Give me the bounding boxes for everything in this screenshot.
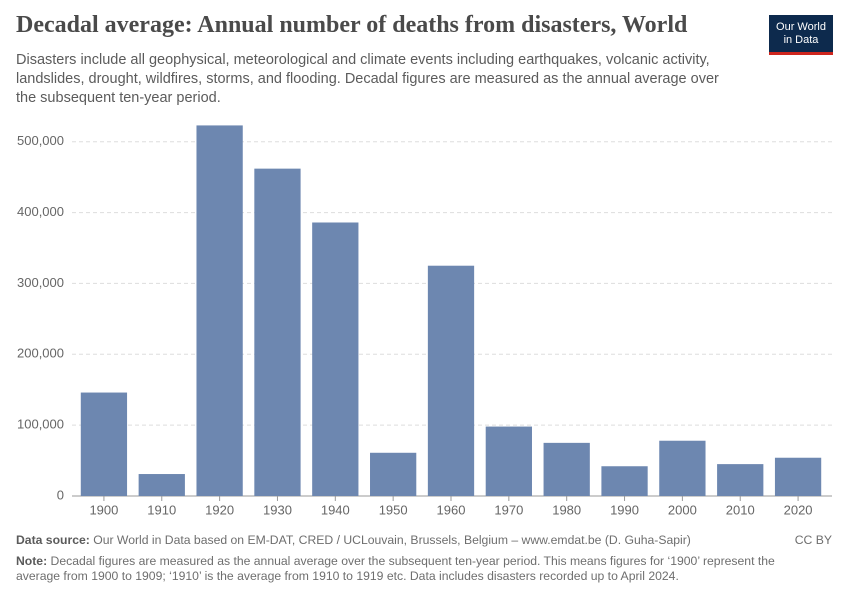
note-text: Decadal figures are measured as the annu… bbox=[16, 554, 775, 583]
bar bbox=[601, 466, 648, 496]
bar bbox=[312, 222, 359, 496]
x-tick-label: 1990 bbox=[610, 502, 639, 517]
license[interactable]: CC BY bbox=[794, 533, 832, 547]
x-tick-label: 1960 bbox=[437, 502, 466, 517]
bar bbox=[427, 265, 475, 496]
bar bbox=[138, 474, 185, 496]
logo-text: Our World bbox=[776, 20, 826, 33]
y-tick-label: 300,000 bbox=[17, 275, 64, 290]
y-tick-label: 500,000 bbox=[17, 133, 64, 148]
bar bbox=[80, 392, 128, 496]
note-label: Note: bbox=[16, 554, 48, 568]
y-tick-label: 0 bbox=[57, 487, 64, 502]
source-text[interactable]: Our World in Data based on EM-DAT, CRED … bbox=[93, 533, 691, 547]
x-tick-label: 2000 bbox=[668, 502, 697, 517]
x-tick-label: 2010 bbox=[726, 502, 755, 517]
source: Data source: Our World in Data based on … bbox=[16, 533, 796, 548]
x-tick-label: 1970 bbox=[494, 502, 523, 517]
x-tick-label: 1920 bbox=[205, 502, 234, 517]
bar bbox=[254, 168, 301, 496]
logo[interactable]: Our World in Data bbox=[769, 15, 833, 55]
x-tick-label: 1940 bbox=[321, 502, 350, 517]
y-tick-label: 400,000 bbox=[17, 204, 64, 219]
x-tick-label: 1900 bbox=[89, 502, 118, 517]
bar bbox=[717, 464, 764, 496]
bar bbox=[659, 440, 706, 496]
source-label: Data source: bbox=[16, 533, 90, 547]
bar bbox=[485, 426, 532, 496]
bar bbox=[774, 457, 822, 496]
chart-subtitle: Disasters include all geophysical, meteo… bbox=[16, 52, 719, 106]
y-tick-label: 200,000 bbox=[17, 346, 64, 361]
x-tick-label: 1980 bbox=[552, 502, 581, 517]
bar bbox=[370, 452, 417, 496]
x-tick-label: 1910 bbox=[147, 502, 176, 517]
note: Note: Decadal figures are measured as th… bbox=[16, 554, 796, 584]
x-tick-label: 2020 bbox=[784, 502, 813, 517]
x-tick-label: 1930 bbox=[263, 502, 292, 517]
y-tick-label: 100,000 bbox=[17, 417, 64, 432]
x-tick-label: 1950 bbox=[379, 502, 408, 517]
bar bbox=[543, 442, 590, 496]
bar bbox=[196, 125, 243, 496]
logo-text: in Data bbox=[783, 33, 819, 46]
chart-title: Decadal average: Annual number of deaths… bbox=[16, 12, 688, 38]
